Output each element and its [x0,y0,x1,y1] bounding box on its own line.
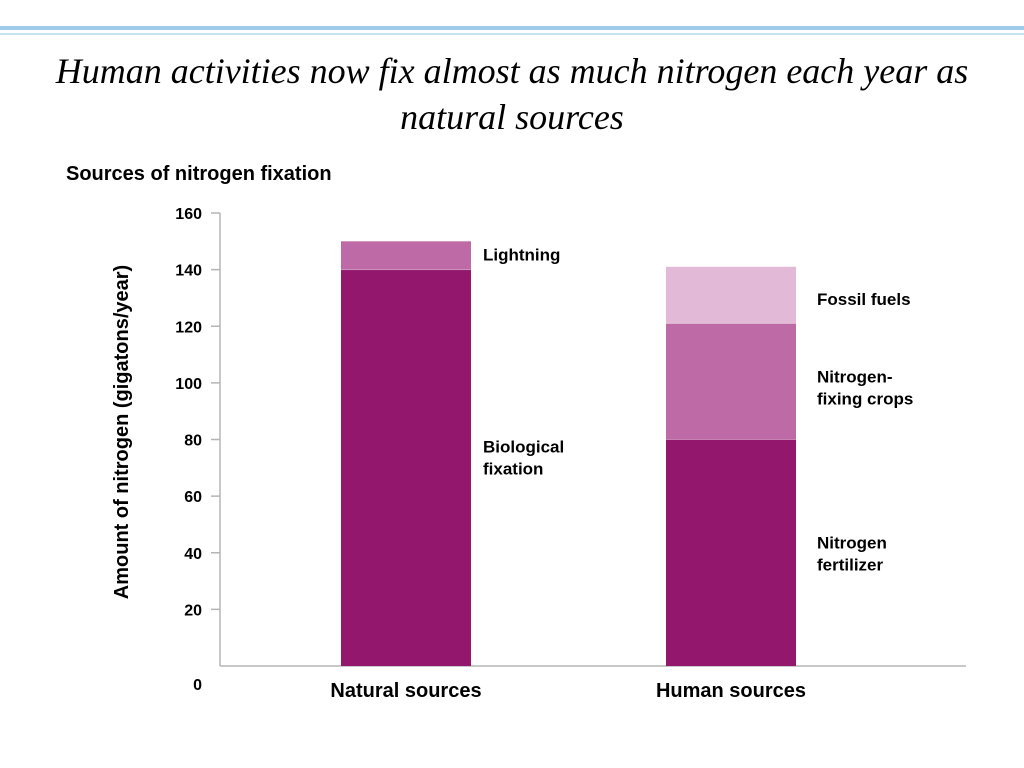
segment-label: Nitrogen fertilizer [817,534,887,575]
y-tick-label: 120 [175,319,202,336]
y-tick-label: 160 [175,206,202,223]
bar-segment [341,241,471,270]
segment-label: Biological fixation [483,438,564,479]
top-rule-thin [0,33,1024,35]
y-tick-label: 60 [184,489,202,506]
y-tick-label: 0 [193,677,202,694]
segment-label: Lightning [483,245,560,264]
y-tick-label: 100 [175,376,202,393]
y-tick-label: 140 [175,263,202,280]
labels: Biological fixation Lightning Nitrogen ferti… [483,245,913,574]
y-tick-label: 20 [184,602,202,619]
top-rule-thick [0,26,1024,30]
y-axis-title: Amount of nitrogen (gigatons/year) [111,265,133,599]
segment-label: Nitrogen-fixing crops [817,367,913,408]
chart-title: Sources of nitrogen fixation [66,163,332,185]
bar-segment [666,439,796,666]
x-category-label: Natural sources [330,680,481,702]
bar-segment [666,266,796,324]
axes: 0 20 40 60 80 100 120 140 160 Natural sources Huma… [175,206,966,702]
x-category-label: Human sources [656,680,806,702]
slide-title: Human activities now fix almost as much … [55,51,969,137]
bar-segment [341,269,471,666]
segment-label: Fossil fuels [817,290,911,309]
y-tick-label: 80 [184,433,202,450]
bars [341,241,796,666]
bar-segment [666,323,796,440]
y-tick-label: 40 [184,546,202,563]
